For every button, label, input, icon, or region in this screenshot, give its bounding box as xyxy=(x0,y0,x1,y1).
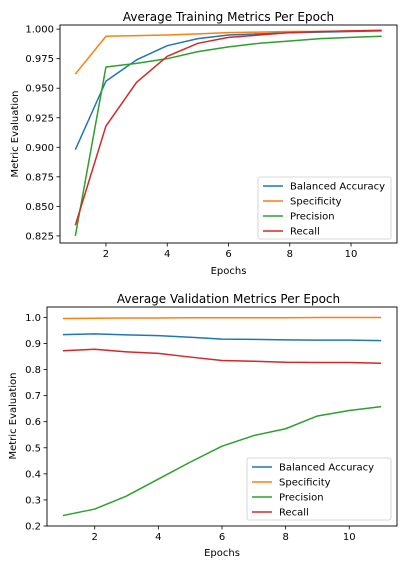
y-tick-label: 0.4 xyxy=(25,469,41,480)
series-line-precision xyxy=(62,405,382,517)
chart-title: Average Validation Metrics Per Epoch xyxy=(117,292,340,306)
legend: Balanced Accuracy Specificity Precision Rec… xyxy=(246,457,392,521)
legend-label: Precision xyxy=(279,493,324,504)
x-tick-label: 4 xyxy=(164,249,170,260)
y-tick-label: 0.3 xyxy=(25,495,41,506)
y-tick-label: 0.2 xyxy=(25,522,41,533)
plot-area xyxy=(74,29,382,237)
axes-frame xyxy=(59,24,398,244)
training-metrics-chart: Average Training Metrics Per Epoch 2 4 6 8 1… xyxy=(10,10,398,277)
series-line-specificity xyxy=(62,316,382,320)
x-axis-label: Epochs xyxy=(204,548,240,559)
y-tick-label: 0.6 xyxy=(25,417,41,428)
series-line-recall xyxy=(74,29,382,226)
legend-label: Recall xyxy=(279,508,309,519)
y-tick-label: 1.0 xyxy=(25,313,41,324)
legend-label: Balanced Accuracy xyxy=(290,182,385,193)
x-axis-label: Epochs xyxy=(211,266,247,277)
x-tick-label: 10 xyxy=(343,532,356,543)
x-tick-label: 6 xyxy=(219,532,225,543)
legend-box xyxy=(257,176,392,240)
legend-label: Precision xyxy=(290,212,335,223)
x-tick-label: 8 xyxy=(282,532,288,543)
y-tick-label: 0.925 xyxy=(25,113,54,124)
y-tick-label: 0.9 xyxy=(25,339,41,350)
axes-frame xyxy=(46,306,398,527)
series-line-recall xyxy=(62,348,382,365)
y-tick-label: 0.825 xyxy=(25,231,54,242)
x-tick-label: 10 xyxy=(345,249,358,260)
x-tick-label: 4 xyxy=(155,532,161,543)
x-tick-label: 6 xyxy=(225,249,231,260)
x-tick-label: 2 xyxy=(103,249,109,260)
x-tick-label: 8 xyxy=(287,249,293,260)
series-line-balanced-accuracy xyxy=(62,333,382,342)
y-axis-label: Metric Evaluation xyxy=(8,372,19,459)
legend: Balanced Accuracy Specificity Precision Rec… xyxy=(257,176,392,240)
legend-label: Balanced Accuracy xyxy=(279,463,374,474)
validation-metrics-chart: Average Validation Metrics Per Epoch 2 4 6… xyxy=(8,292,398,559)
legend-label: Specificity xyxy=(279,478,331,489)
y-axis-label: Metric Evaluation xyxy=(10,90,21,177)
y-tick-label: 0.900 xyxy=(25,143,54,154)
axis-ticks: 2 4 6 8 10 0.825 0.850 0.875 0.900 0.925 0.950 0.97… xyxy=(25,25,357,260)
x-tick-label: 2 xyxy=(92,532,98,543)
series-line-precision xyxy=(74,35,382,237)
y-tick-label: 0.950 xyxy=(25,84,54,95)
y-tick-label: 0.5 xyxy=(25,443,41,454)
y-tick-label: 0.7 xyxy=(25,391,41,402)
legend-label: Specificity xyxy=(290,197,342,208)
y-tick-label: 0.8 xyxy=(25,365,41,376)
legend-box xyxy=(246,457,392,521)
y-tick-label: 0.975 xyxy=(25,54,54,65)
axis-ticks: 2 4 6 8 10 0.2 0.3 0.4 0.5 0.6 0.7 0.8 0.9 1.0 xyxy=(25,313,356,543)
chart-title: Average Training Metrics Per Epoch xyxy=(123,10,334,24)
y-tick-label: 0.850 xyxy=(25,202,54,213)
y-tick-label: 0.875 xyxy=(25,172,54,183)
y-tick-label: 1.000 xyxy=(25,25,54,36)
plot-area xyxy=(62,316,382,517)
legend-label: Recall xyxy=(290,227,320,238)
